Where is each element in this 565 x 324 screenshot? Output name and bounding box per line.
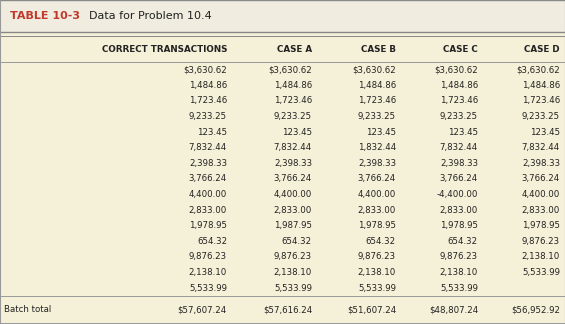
Text: 9,233.25: 9,233.25 (440, 112, 478, 121)
Text: 2,398.33: 2,398.33 (358, 159, 396, 168)
Text: 1,978.95: 1,978.95 (358, 221, 396, 230)
Text: 7,832.44: 7,832.44 (521, 143, 560, 152)
Bar (0, 0, 565, 32)
Text: $51,607.24: $51,607.24 (347, 306, 396, 315)
Text: 123.45: 123.45 (197, 128, 227, 137)
Text: 9,876.23: 9,876.23 (522, 237, 560, 246)
Text: 2,833.00: 2,833.00 (521, 206, 560, 215)
Text: $56,952.92: $56,952.92 (511, 306, 560, 315)
Text: 123.45: 123.45 (448, 128, 478, 137)
Text: 5,533.99: 5,533.99 (274, 284, 312, 293)
Text: TABLE 10-3: TABLE 10-3 (10, 11, 80, 21)
Text: 4,400.00: 4,400.00 (521, 190, 560, 199)
Text: 2,138.10: 2,138.10 (358, 268, 396, 277)
Text: 1,723.46: 1,723.46 (440, 97, 478, 106)
Text: -4,400.00: -4,400.00 (437, 190, 478, 199)
Text: 1,978.95: 1,978.95 (189, 221, 227, 230)
Text: 9,876.23: 9,876.23 (358, 252, 396, 261)
Text: 3,766.24: 3,766.24 (189, 175, 227, 183)
Text: 3,766.24: 3,766.24 (440, 175, 478, 183)
Text: 9,233.25: 9,233.25 (274, 112, 312, 121)
Text: 1,484.86: 1,484.86 (440, 81, 478, 90)
Text: 123.45: 123.45 (366, 128, 396, 137)
Text: 1,723.46: 1,723.46 (189, 97, 227, 106)
Text: 654.32: 654.32 (282, 237, 312, 246)
Text: 2,138.10: 2,138.10 (189, 268, 227, 277)
Text: $57,616.24: $57,616.24 (263, 306, 312, 315)
Text: 654.32: 654.32 (197, 237, 227, 246)
Text: CASE C: CASE C (444, 44, 478, 53)
Text: 1,484.86: 1,484.86 (521, 81, 560, 90)
Text: 5,533.99: 5,533.99 (522, 268, 560, 277)
Text: 123.45: 123.45 (530, 128, 560, 137)
Text: 2,398.33: 2,398.33 (274, 159, 312, 168)
Text: 1,978.95: 1,978.95 (522, 221, 560, 230)
Text: 2,398.33: 2,398.33 (522, 159, 560, 168)
Text: 9,876.23: 9,876.23 (189, 252, 227, 261)
Text: 1,723.46: 1,723.46 (358, 97, 396, 106)
Text: 2,833.00: 2,833.00 (189, 206, 227, 215)
Text: 4,400.00: 4,400.00 (358, 190, 396, 199)
Text: 2,398.33: 2,398.33 (189, 159, 227, 168)
Text: 9,876.23: 9,876.23 (440, 252, 478, 261)
Text: 1,484.86: 1,484.86 (358, 81, 396, 90)
Text: 9,233.25: 9,233.25 (189, 112, 227, 121)
Text: Batch total: Batch total (4, 306, 51, 315)
Text: 5,533.99: 5,533.99 (440, 284, 478, 293)
Text: CASE D: CASE D (524, 44, 560, 53)
Text: Data for Problem 10.4: Data for Problem 10.4 (82, 11, 212, 21)
Text: 4,400.00: 4,400.00 (274, 190, 312, 199)
Text: $57,607.24: $57,607.24 (178, 306, 227, 315)
Text: CORRECT TRANSACTIONS: CORRECT TRANSACTIONS (102, 44, 227, 53)
Text: 1,484.86: 1,484.86 (189, 81, 227, 90)
Text: 3,766.24: 3,766.24 (358, 175, 396, 183)
Text: $3,630.62: $3,630.62 (352, 65, 396, 74)
Text: 1,987.95: 1,987.95 (274, 221, 312, 230)
Text: 654.32: 654.32 (448, 237, 478, 246)
Text: 2,833.00: 2,833.00 (274, 206, 312, 215)
Text: 5,533.99: 5,533.99 (189, 284, 227, 293)
Text: CASE A: CASE A (277, 44, 312, 53)
Text: CASE B: CASE B (361, 44, 396, 53)
Text: 2,398.33: 2,398.33 (440, 159, 478, 168)
Text: 3,766.24: 3,766.24 (274, 175, 312, 183)
Text: 2,833.00: 2,833.00 (440, 206, 478, 215)
Text: $3,630.62: $3,630.62 (268, 65, 312, 74)
Text: 2,138.10: 2,138.10 (521, 252, 560, 261)
Text: 2,833.00: 2,833.00 (358, 206, 396, 215)
Text: 7,832.44: 7,832.44 (440, 143, 478, 152)
Text: 5,533.99: 5,533.99 (358, 284, 396, 293)
Text: 123.45: 123.45 (282, 128, 312, 137)
Text: 7,832.44: 7,832.44 (274, 143, 312, 152)
Text: 1,978.95: 1,978.95 (440, 221, 478, 230)
Text: 4,400.00: 4,400.00 (189, 190, 227, 199)
Text: $3,630.62: $3,630.62 (183, 65, 227, 74)
Text: 9,233.25: 9,233.25 (522, 112, 560, 121)
Text: $3,630.62: $3,630.62 (516, 65, 560, 74)
Text: 9,876.23: 9,876.23 (274, 252, 312, 261)
Text: 1,723.46: 1,723.46 (274, 97, 312, 106)
Text: 1,723.46: 1,723.46 (521, 97, 560, 106)
Text: 3,766.24: 3,766.24 (521, 175, 560, 183)
Bar (0, 36, 565, 324)
Text: 1,832.44: 1,832.44 (358, 143, 396, 152)
Text: 7,832.44: 7,832.44 (189, 143, 227, 152)
Text: 654.32: 654.32 (366, 237, 396, 246)
Text: 2,138.10: 2,138.10 (274, 268, 312, 277)
Text: $3,630.62: $3,630.62 (434, 65, 478, 74)
Text: 1,484.86: 1,484.86 (274, 81, 312, 90)
Text: $48,807.24: $48,807.24 (429, 306, 478, 315)
Text: 9,233.25: 9,233.25 (358, 112, 396, 121)
Text: 2,138.10: 2,138.10 (440, 268, 478, 277)
